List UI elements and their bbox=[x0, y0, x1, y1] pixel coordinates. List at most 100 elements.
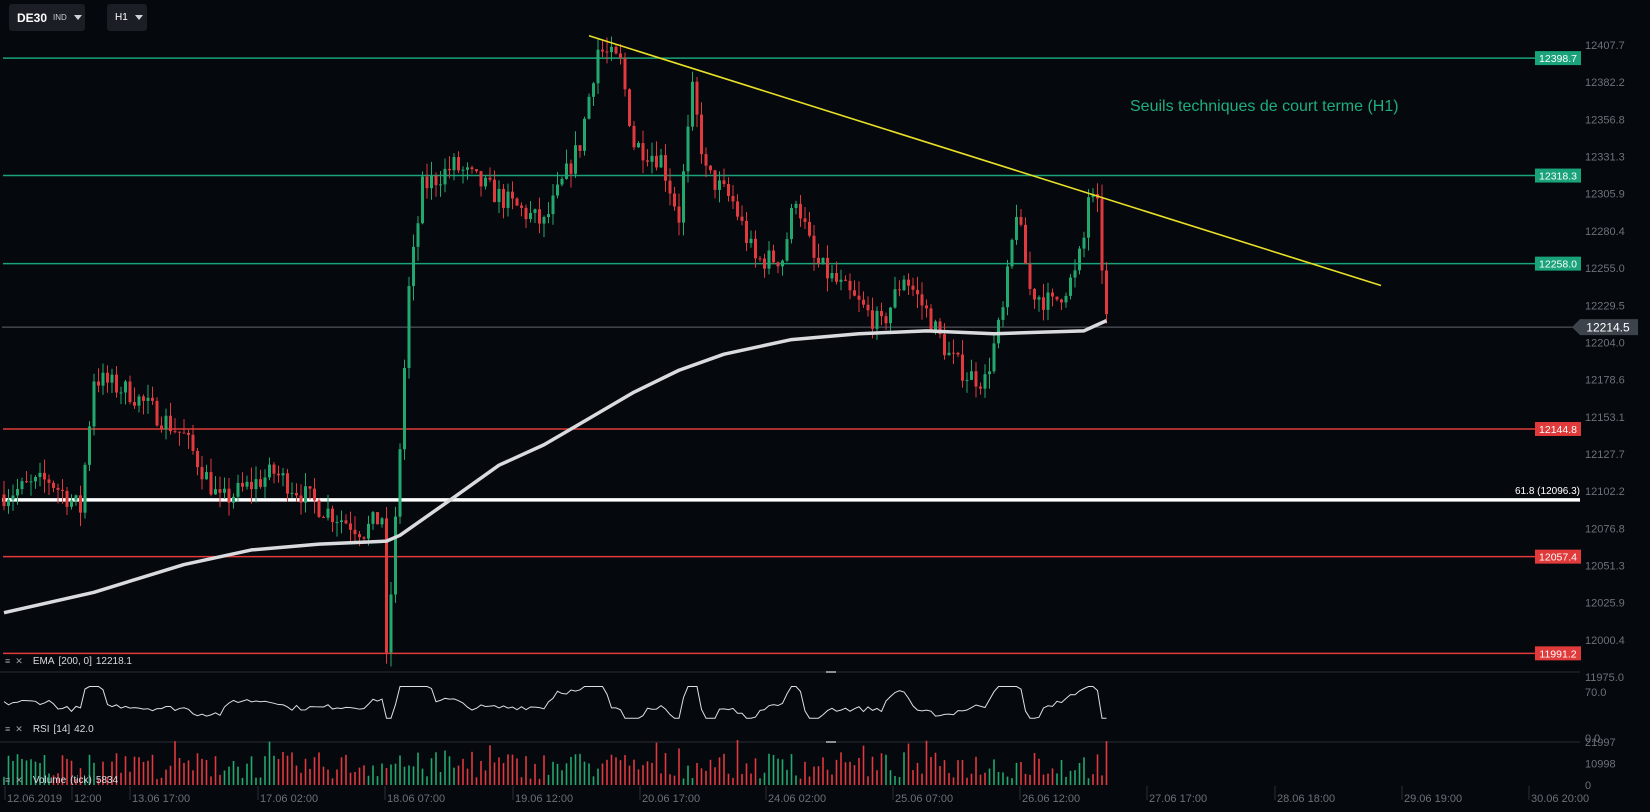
candle-body bbox=[983, 374, 987, 389]
candle-body bbox=[578, 145, 582, 151]
candle-body bbox=[884, 316, 888, 324]
x-axis-tick-label: 17.06 02:00 bbox=[260, 793, 318, 805]
candle-body bbox=[772, 250, 775, 263]
candle-body bbox=[250, 481, 253, 490]
candle-body bbox=[853, 290, 856, 296]
candle-body bbox=[137, 396, 141, 406]
candle-body bbox=[218, 489, 222, 493]
y-axis-tick-label: 12153.1 bbox=[1585, 412, 1625, 424]
candle-body bbox=[700, 114, 703, 155]
menu-lines-icon[interactable]: ≡ bbox=[5, 724, 12, 734]
resistance-level-tag bbox=[1535, 168, 1581, 183]
candle-body bbox=[160, 425, 163, 430]
candle-body bbox=[16, 489, 19, 496]
y-axis-tick-label: 12356.8 bbox=[1585, 114, 1625, 126]
x-axis-tick-label: 12.06.2019 bbox=[7, 793, 62, 805]
candle-body bbox=[353, 529, 357, 535]
candle-body bbox=[673, 193, 676, 207]
ema-value: 12218.1 bbox=[95, 656, 132, 667]
candle-body bbox=[25, 481, 28, 483]
symbol-selector[interactable]: DE30 IND bbox=[9, 4, 85, 31]
candle-body bbox=[628, 89, 631, 126]
candle-body bbox=[956, 352, 960, 355]
menu-lines-icon[interactable]: ≡ bbox=[5, 775, 12, 785]
rsi-indicator-label[interactable]: ≡ ✕ RSI [14] 42.0 bbox=[5, 724, 94, 735]
candle-body bbox=[605, 51, 609, 53]
candle-body bbox=[574, 145, 577, 174]
candle-body bbox=[1105, 270, 1108, 315]
candle-body bbox=[610, 46, 613, 53]
candle-body bbox=[583, 118, 586, 151]
candle-body bbox=[389, 594, 393, 653]
candle-body bbox=[97, 381, 100, 386]
pane-resize-handle bbox=[826, 671, 836, 673]
candle-body bbox=[439, 184, 442, 186]
candle-body bbox=[434, 175, 438, 186]
candle-body bbox=[74, 495, 78, 501]
candle-body bbox=[704, 154, 708, 166]
candle-body bbox=[565, 163, 568, 179]
candle-body bbox=[1078, 248, 1081, 271]
candle-body bbox=[92, 381, 96, 427]
candle-body bbox=[961, 354, 964, 381]
menu-lines-icon[interactable]: ≡ bbox=[5, 656, 12, 666]
timeframe-selector[interactable]: H1 bbox=[107, 4, 147, 31]
y-axis-tick-label: 12255.0 bbox=[1585, 263, 1625, 275]
candle-body bbox=[263, 477, 267, 487]
candle-body bbox=[839, 279, 843, 282]
x-axis-tick-label: 18.06 07:00 bbox=[387, 793, 445, 805]
candle-body bbox=[871, 310, 874, 329]
close-icon[interactable]: ✕ bbox=[15, 775, 24, 785]
candle-body bbox=[763, 258, 766, 269]
candle-body bbox=[290, 492, 294, 494]
candle-body bbox=[205, 472, 208, 480]
candle-body bbox=[911, 285, 915, 290]
volume-indicator-label[interactable]: ≡ ✕ Volume (tick) 5834 bbox=[5, 775, 118, 786]
candle-body bbox=[821, 257, 825, 264]
candle-body bbox=[529, 212, 532, 220]
candle-body bbox=[232, 496, 235, 503]
fibonacci-label: 61.8 (12096.3) bbox=[1515, 486, 1580, 497]
candle-body bbox=[866, 304, 870, 311]
candle-body bbox=[470, 167, 474, 170]
candle-body bbox=[641, 143, 645, 161]
volume-name: Volume bbox=[32, 775, 67, 786]
candle-body bbox=[997, 319, 1000, 344]
x-axis-tick-label: 20.06 17:00 bbox=[642, 793, 700, 805]
candle-body bbox=[1100, 198, 1104, 271]
chevron-down-icon bbox=[73, 15, 82, 20]
symbol-type-label: IND bbox=[53, 13, 67, 22]
candle-body bbox=[844, 279, 847, 281]
candle-body bbox=[992, 343, 996, 372]
candle-body bbox=[268, 464, 271, 478]
candle-body bbox=[227, 488, 231, 503]
candle-body bbox=[322, 516, 325, 518]
candle-body bbox=[925, 305, 928, 309]
candle-body bbox=[119, 392, 123, 394]
candle-body bbox=[736, 201, 739, 217]
x-axis-tick-label: 27.06 17:00 bbox=[1149, 793, 1207, 805]
candle-body bbox=[11, 495, 15, 500]
candle-body bbox=[412, 246, 415, 287]
chart-annotation-title: Seuils techniques de court terme (H1) bbox=[1130, 98, 1399, 115]
candle-body bbox=[686, 126, 690, 172]
candle-body bbox=[569, 163, 573, 174]
close-icon[interactable]: ✕ bbox=[15, 724, 24, 734]
candle-body bbox=[79, 495, 82, 513]
ema-params: [200, 0] bbox=[58, 656, 92, 667]
y-axis-tick-label: 12178.6 bbox=[1585, 375, 1625, 387]
candle-body bbox=[326, 508, 330, 518]
y-axis-tick-label: 12127.7 bbox=[1585, 449, 1625, 461]
candle-body bbox=[718, 180, 721, 190]
candle-body bbox=[650, 155, 654, 162]
y-axis-tick-label: 12051.3 bbox=[1585, 561, 1625, 573]
candle-body bbox=[313, 488, 316, 501]
candle-body bbox=[1024, 224, 1027, 264]
ema-indicator-label[interactable]: ≡ ✕ EMA [200, 0] 12218.1 bbox=[5, 656, 132, 667]
candle-body bbox=[907, 279, 910, 286]
candle-body bbox=[812, 235, 816, 258]
candle-body bbox=[259, 479, 262, 487]
x-axis-tick-label: 24.06 02:00 bbox=[768, 793, 826, 805]
close-icon[interactable]: ✕ bbox=[15, 656, 24, 666]
